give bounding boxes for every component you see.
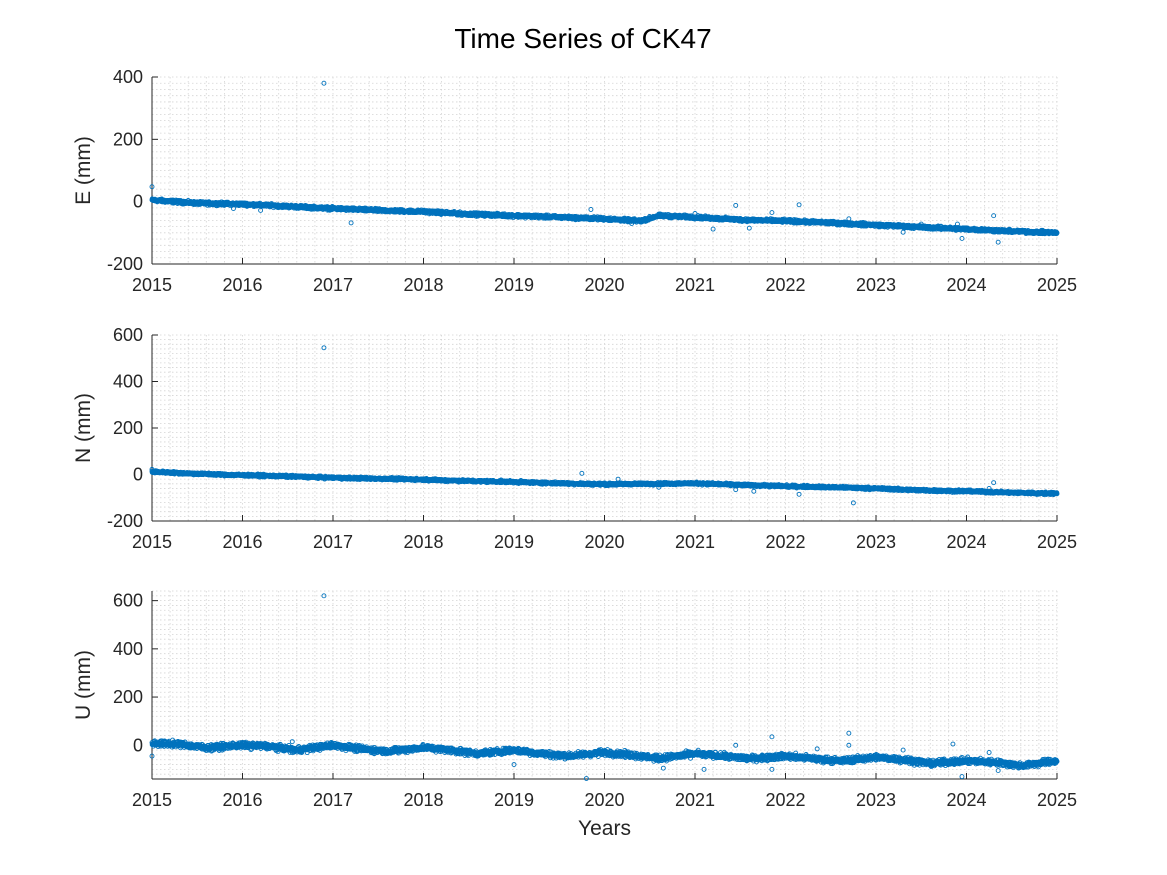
north-x-tick-label: 2015 xyxy=(132,532,172,552)
north-x-tick-label: 2019 xyxy=(494,532,534,552)
east-x-tick-label: 2023 xyxy=(856,275,896,295)
north-panel: 2015 2016 2017 2018 2019 2020 2021 2022 2023 2024… xyxy=(72,325,1077,552)
east-outlier-point xyxy=(588,207,594,212)
north-series xyxy=(149,345,1060,506)
north-x-tick-label: 2021 xyxy=(675,532,715,552)
north-x-tick-label: 2023 xyxy=(856,532,896,552)
east-y-tick-label: -200 xyxy=(107,254,143,274)
north-x-tick-label: 2025 xyxy=(1037,532,1077,552)
east-x-tick-label: 2024 xyxy=(946,275,986,295)
east-x-tick-label: 2017 xyxy=(313,275,353,295)
north-x-tick-label: 2022 xyxy=(765,532,805,552)
east-y-tick-label: 200 xyxy=(113,129,143,149)
east-x-tick-label: 2020 xyxy=(584,275,624,295)
east-outlier-point xyxy=(796,202,802,208)
north-y-axis-label: N (mm) xyxy=(72,393,95,463)
east-y-tick-label: 400 xyxy=(113,67,143,87)
east-x-tick-label: 2015 xyxy=(132,275,172,295)
north-y-tick-label: 400 xyxy=(113,372,143,392)
east-outlier-point xyxy=(900,229,906,235)
east-series xyxy=(149,80,1060,245)
north-x-tick-label: 2017 xyxy=(313,532,353,552)
north-y-tick-label: -200 xyxy=(107,511,143,531)
east-outlier-point xyxy=(991,213,997,219)
east-x-tick-label: 2025 xyxy=(1037,275,1077,295)
north-y-tick-label: 600 xyxy=(113,325,143,345)
east-outlier-point xyxy=(995,239,1001,245)
east-x-tick-label: 2022 xyxy=(765,275,805,295)
east-outlier-point xyxy=(769,210,775,216)
east-x-tick-label: 2021 xyxy=(675,275,715,295)
east-x-tick-label: 2019 xyxy=(494,275,534,295)
north-x-tick-label: 2016 xyxy=(222,532,262,552)
east-x-tick-label: 2016 xyxy=(222,275,262,295)
east-outlier-point xyxy=(959,235,965,241)
east-y-tick-label: 0 xyxy=(133,192,143,212)
north-y-tick-label: 200 xyxy=(113,418,143,438)
east-y-axis-label: E (mm) xyxy=(72,136,95,205)
east-panel: 2015 2016 2017 2018 2019 2020 2021 2022 2023 2024… xyxy=(72,67,1077,295)
north-x-tick-label: 2018 xyxy=(403,532,443,552)
east-outlier-point xyxy=(733,202,739,208)
north-y-tick-label: 0 xyxy=(133,465,143,485)
east-x-tick-label: 2018 xyxy=(403,275,443,295)
north-x-tick-label: 2024 xyxy=(946,532,986,552)
north-x-tick-label: 2020 xyxy=(584,532,624,552)
figure-title: Time Series of CK47 xyxy=(454,23,711,54)
